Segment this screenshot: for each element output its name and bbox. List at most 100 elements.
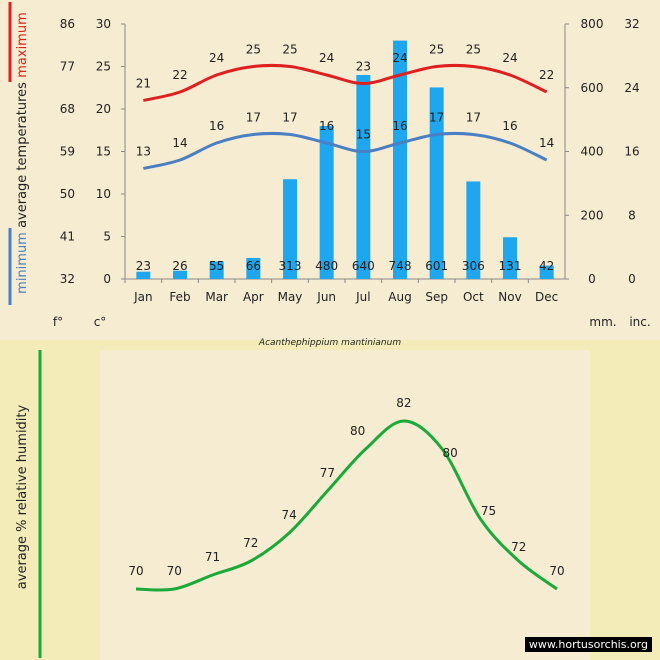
humidity-label: 82 (396, 396, 411, 410)
tick-label-mm: 800 (581, 17, 604, 31)
min-temp-label: 17 (246, 111, 261, 125)
humidity-panel (100, 350, 590, 660)
max-temp-label: 22 (172, 68, 187, 82)
precip-label: 55 (209, 259, 224, 273)
max-temp-label: 25 (466, 43, 481, 57)
min-temp-label: 17 (282, 111, 297, 125)
unit-c: c° (94, 315, 107, 329)
precip-bar-may (283, 179, 297, 279)
label-maximum: maximum (15, 12, 30, 78)
max-temp-label: 22 (539, 68, 554, 82)
precip-label: 42 (539, 259, 554, 273)
max-temp-line (142, 63, 548, 102)
month-label: Nov (498, 290, 521, 304)
tick-label-f: 32 (60, 272, 75, 286)
label-minimum: minimum (15, 232, 30, 294)
max-temp-label: 24 (209, 51, 224, 65)
tick-label-f: 77 (60, 60, 75, 74)
tick-label-inch: 0 (628, 272, 636, 286)
humidity-label: 72 (243, 536, 258, 550)
min-temp-label: 14 (539, 136, 554, 150)
tick-label-c: 0 (103, 272, 111, 286)
precip-label: 23 (136, 259, 151, 273)
min-temp-label: 16 (502, 119, 517, 133)
tick-label-mm: 600 (581, 81, 604, 95)
max-temp-label: 25 (282, 43, 297, 57)
max-temp-label: 24 (392, 51, 407, 65)
precip-bar-jul (356, 75, 371, 279)
max-temp-label: 25 (429, 43, 444, 57)
tick-label-c: 10 (96, 187, 111, 201)
month-label: Aug (388, 290, 411, 304)
min-temp-label: 16 (392, 119, 407, 133)
tick-label-f: 50 (60, 187, 75, 201)
precip-label: 748 (389, 259, 412, 273)
tick-label-c: 25 (96, 60, 111, 74)
min-temp-label: 16 (319, 119, 334, 133)
max-temp-label: 23 (356, 60, 371, 74)
unit-inch: inc. (629, 315, 650, 329)
precip-bar-mar (209, 261, 224, 279)
humidity-label: 71 (205, 550, 220, 564)
humidity-label: 80 (443, 446, 458, 460)
month-label: Jun (316, 290, 336, 304)
humidity-label: 72 (511, 540, 526, 554)
min-temp-label: 17 (466, 111, 481, 125)
tick-label-c: 15 (96, 145, 111, 159)
humidity-label: 70 (549, 564, 564, 578)
label-average-temperatures: average temperatures (15, 82, 30, 228)
month-label: Jul (355, 290, 370, 304)
tick-label-inch: 24 (624, 81, 639, 95)
watermark: www.hortusorchis.org (524, 637, 652, 652)
precip-bar-feb (173, 270, 187, 279)
humidity-line (135, 419, 558, 592)
precip-bar-jun (319, 126, 334, 279)
precip-label: 640 (352, 259, 375, 273)
precip-bar-aug (393, 40, 407, 280)
tick-label-c: 5 (103, 230, 111, 244)
humidity-label: 70 (167, 564, 182, 578)
precip-label: 306 (462, 259, 485, 273)
precip-bar-oct (466, 181, 481, 279)
precip-label: 26 (172, 259, 187, 273)
max-temp-label: 24 (319, 51, 334, 65)
tick-label-inch: 8 (628, 208, 636, 222)
precip-label: 480 (315, 259, 338, 273)
month-label: May (278, 290, 303, 304)
tick-label-inch: 16 (624, 145, 639, 159)
precip-bar-apr (246, 257, 261, 279)
precip-bar-dec (539, 265, 554, 279)
tick-label-mm: 200 (581, 208, 604, 222)
unit-mm: mm. (589, 315, 616, 329)
tick-label-f: 41 (60, 230, 75, 244)
precip-label: 601 (425, 259, 448, 273)
month-label: Jan (133, 290, 153, 304)
humidity-label: 77 (320, 466, 335, 480)
month-label: Feb (169, 290, 190, 304)
tick-label-f: 59 (60, 145, 75, 159)
month-label: Oct (463, 290, 484, 304)
species-caption: Acanthephippium mantinianum (258, 338, 401, 348)
min-temp-line (142, 131, 548, 170)
precip-label: 313 (279, 259, 302, 273)
humidity-label: 70 (128, 564, 143, 578)
tick-label-mm: 0 (588, 272, 596, 286)
tick-label-c: 20 (96, 102, 111, 116)
month-label: Mar (205, 290, 228, 304)
humidity-label: 74 (281, 508, 296, 522)
min-temp-label: 15 (356, 128, 371, 142)
unit-f: f° (53, 315, 63, 329)
tick-label-f: 86 (60, 17, 75, 31)
precip-label: 131 (499, 259, 522, 273)
precip-label: 66 (246, 259, 261, 273)
month-label: Dec (535, 290, 558, 304)
min-temp-label: 14 (172, 136, 187, 150)
humidity-label: 75 (481, 504, 496, 518)
tick-label-mm: 400 (581, 145, 604, 159)
tick-label-f: 68 (60, 102, 75, 116)
humidity-label: 80 (350, 424, 365, 438)
min-temp-label: 16 (209, 119, 224, 133)
month-label: Sep (425, 290, 448, 304)
max-temp-label: 25 (246, 43, 261, 57)
